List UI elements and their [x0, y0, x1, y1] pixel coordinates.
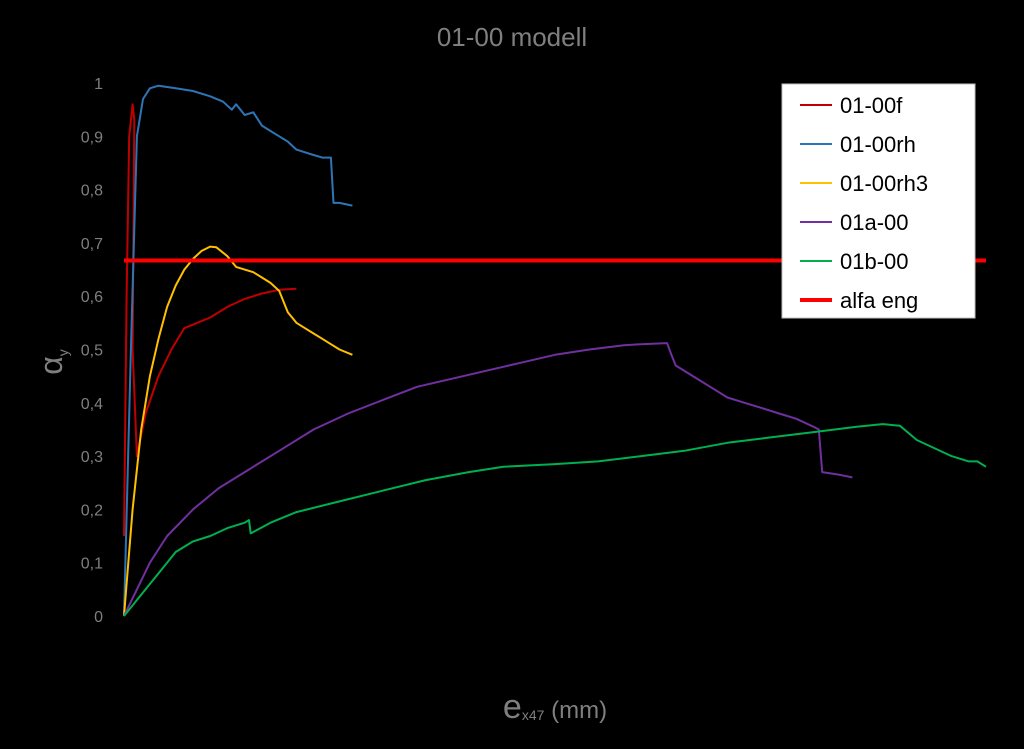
x-axis-title-main: e: [503, 688, 522, 726]
legend-label-1: 01-00rh: [840, 132, 916, 157]
series-line-3: [123, 342, 853, 617]
x-axis-title-unit: (mm): [544, 697, 607, 724]
y-tick-label: 0,8: [81, 183, 103, 200]
series-line-4: [123, 423, 987, 617]
legend-label-0: 01-00f: [840, 93, 903, 118]
y-tick-label: 0,9: [81, 129, 103, 146]
y-axis-title: αy: [33, 349, 71, 375]
chart-title: 01-00 modell: [437, 22, 587, 52]
legend-label-3: 01a-00: [840, 210, 909, 235]
series-line-1: [123, 84, 353, 617]
y-tick-label: 0,5: [81, 343, 103, 360]
x-axis-title: ex47 (mm): [503, 688, 607, 726]
y-tick-label: 0: [94, 609, 103, 626]
y-axis-ticks: 0 0,1 0,2 0,3 0,4 0,5 0,6 0,7 0,8 0,9 1: [81, 76, 103, 626]
y-tick-label: 0,3: [81, 449, 103, 466]
y-tick-label: 1: [94, 76, 103, 93]
series-line-0: [123, 103, 297, 537]
y-tick-label: 0,1: [81, 556, 103, 573]
y-tick-label: 0,2: [81, 502, 103, 519]
x-axis-title-sub: x47: [522, 707, 545, 723]
y-axis-title-main: α: [33, 356, 69, 375]
y-axis-title-sub: y: [55, 349, 71, 356]
legend-label-4: 01b-00: [840, 249, 909, 274]
legend-label-5: alfa eng: [840, 288, 918, 313]
y-tick-label: 0,6: [81, 289, 103, 306]
series-line-2: [123, 245, 353, 617]
y-tick-label: 0,7: [81, 236, 103, 253]
legend: 01-00f 01-00rh 01-00rh3 01a-00 01b-00 alfa en…: [781, 83, 976, 319]
y-tick-label: 0,4: [81, 396, 103, 413]
legend-label-2: 01-00rh3: [840, 171, 928, 196]
legend-box: [781, 83, 976, 319]
